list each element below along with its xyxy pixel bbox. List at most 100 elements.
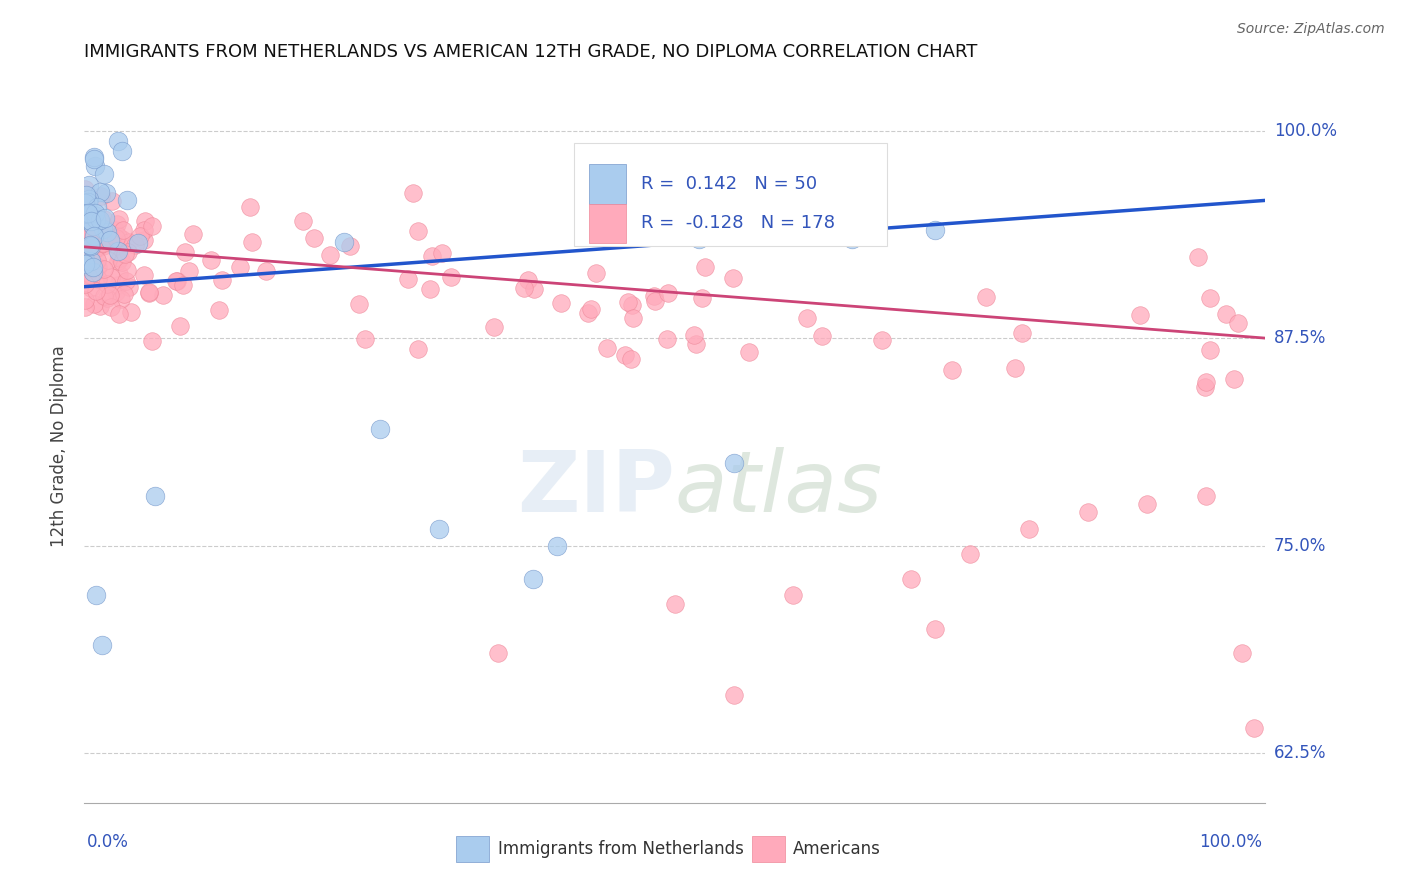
Point — [111, 255, 134, 269]
Point — [77, 221, 100, 235]
Point — [177, 264, 200, 278]
Point — [132, 268, 155, 282]
Point — [1199, 291, 1222, 305]
Point — [110, 292, 132, 306]
Point — [112, 286, 135, 301]
Point — [685, 336, 707, 351]
Text: 100.0%: 100.0% — [1274, 121, 1337, 140]
Text: Source: ZipAtlas.com: Source: ZipAtlas.com — [1237, 22, 1385, 37]
Point — [796, 310, 818, 325]
Point — [77, 192, 100, 206]
Point — [107, 277, 129, 292]
Point — [974, 290, 997, 304]
Point — [91, 638, 114, 652]
Point — [621, 311, 644, 326]
Point — [79, 226, 101, 240]
Point — [73, 277, 96, 292]
Point — [83, 225, 105, 239]
Point — [86, 272, 108, 286]
Point — [254, 264, 277, 278]
Point — [1222, 372, 1244, 386]
Point — [93, 262, 115, 277]
Point — [87, 260, 110, 274]
Point — [368, 422, 391, 436]
Point — [77, 246, 100, 260]
Point — [93, 289, 115, 303]
Point — [107, 244, 129, 259]
Point — [73, 300, 96, 314]
Point — [620, 352, 643, 367]
Point — [141, 334, 163, 349]
Point — [396, 272, 419, 286]
Point — [90, 236, 112, 251]
Bar — [575, 143, 887, 246]
Point — [90, 188, 112, 202]
Point — [86, 200, 108, 214]
Point — [80, 226, 103, 240]
Point — [96, 277, 118, 291]
Point — [124, 237, 146, 252]
Point — [1136, 497, 1159, 511]
Point — [419, 282, 441, 296]
Point — [134, 214, 156, 228]
Point — [77, 178, 100, 192]
Point — [1195, 489, 1218, 503]
Text: 62.5%: 62.5% — [1274, 744, 1326, 762]
Point — [111, 144, 134, 158]
Point — [84, 588, 107, 602]
Point — [86, 241, 108, 255]
Point — [79, 249, 101, 263]
Point — [1011, 326, 1033, 340]
Bar — [589, 164, 627, 203]
Point — [134, 223, 156, 237]
Point — [1194, 380, 1216, 394]
Point — [319, 248, 342, 262]
Point — [104, 222, 127, 236]
Point — [523, 282, 546, 296]
Point — [111, 231, 134, 245]
Point — [101, 194, 124, 208]
Point — [239, 200, 262, 214]
Point — [522, 572, 544, 586]
Point — [118, 235, 141, 249]
Text: atlas: atlas — [675, 447, 883, 531]
Point — [333, 235, 356, 249]
Point — [401, 186, 423, 201]
Point — [80, 254, 103, 268]
Point — [420, 249, 443, 263]
Point — [82, 260, 104, 274]
Point — [82, 219, 104, 233]
Point — [115, 263, 138, 277]
Text: IMMIGRANTS FROM NETHERLANDS VS AMERICAN 12TH GRADE, NO DIPLOMA CORRELATION CHART: IMMIGRANTS FROM NETHERLANDS VS AMERICAN … — [84, 43, 977, 61]
Point — [546, 539, 568, 553]
Point — [84, 223, 107, 237]
Point — [596, 342, 619, 356]
Point — [93, 167, 115, 181]
Point — [82, 220, 104, 235]
Point — [114, 247, 136, 261]
Text: 87.5%: 87.5% — [1274, 329, 1326, 347]
Point — [79, 238, 101, 252]
Point — [1215, 307, 1237, 321]
Text: Immigrants from Netherlands: Immigrants from Netherlands — [498, 840, 744, 858]
Text: R =  0.142   N = 50: R = 0.142 N = 50 — [641, 175, 817, 193]
Point — [616, 294, 638, 309]
Point — [107, 134, 129, 148]
Point — [657, 332, 679, 346]
Point — [1230, 647, 1253, 661]
Point — [782, 588, 804, 602]
Point — [77, 266, 100, 280]
Point — [166, 274, 188, 288]
Y-axis label: 12th Grade, No Diploma: 12th Grade, No Diploma — [51, 345, 69, 547]
Point — [84, 284, 107, 298]
Point — [107, 253, 129, 268]
Point — [723, 271, 745, 285]
Point — [75, 257, 97, 271]
Point — [76, 191, 98, 205]
Point — [76, 254, 98, 268]
Point — [486, 647, 509, 661]
Point — [76, 264, 98, 278]
Point — [941, 363, 963, 377]
Point — [76, 195, 98, 210]
Point — [83, 205, 105, 219]
